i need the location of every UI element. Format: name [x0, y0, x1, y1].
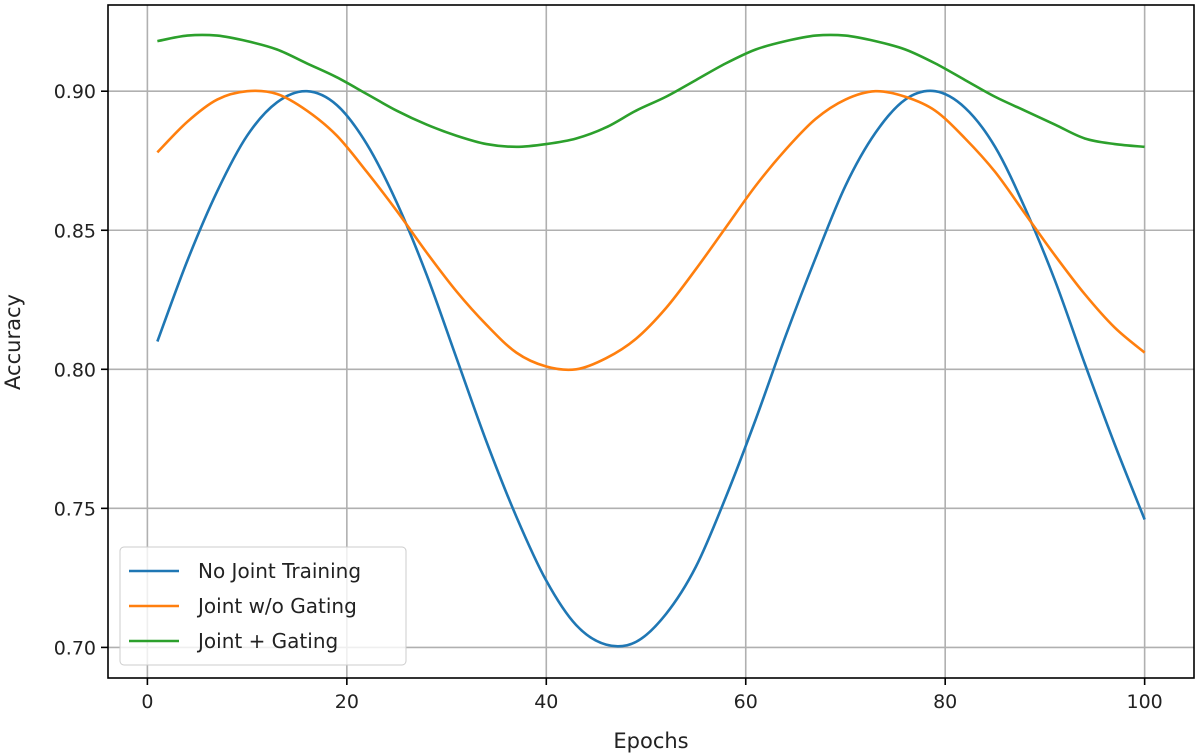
- y-tick-label: 0.85: [54, 220, 96, 242]
- legend-label: No Joint Training: [198, 559, 361, 583]
- y-axis-label: Accuracy: [1, 294, 25, 390]
- legend-label: Joint + Gating: [196, 629, 338, 653]
- y-tick-label: 0.70: [54, 637, 96, 659]
- legend-label: Joint w/o Gating: [196, 594, 357, 618]
- series-line-2: [156, 89, 1146, 372]
- y-tick-label: 0.75: [54, 498, 96, 520]
- axes-frame: [107, 4, 1195, 679]
- y-tick-label: 0.90: [54, 81, 96, 103]
- x-tick-label: 0: [141, 691, 153, 713]
- series-line-3: [157, 33, 1145, 149]
- x-tick-label: 40: [534, 691, 558, 713]
- x-tick-label: 100: [1127, 691, 1163, 713]
- y-tick-label: 0.80: [54, 359, 96, 381]
- x-tick-label: 60: [734, 691, 758, 713]
- legend-box: [119, 546, 407, 666]
- legend: No Joint Training Joint w/o Gating Joint +…: [119, 546, 407, 666]
- series-lines: [156, 33, 1146, 648]
- x-axis-label: Epochs: [613, 729, 688, 753]
- x-tick-label: 20: [335, 691, 359, 713]
- x-tick-label: 80: [933, 691, 957, 713]
- series-line-1: [156, 89, 1146, 648]
- ticks: 0 20 40 60 80 100 0.70 0.75 0.80 0.85 0.90: [54, 81, 1163, 713]
